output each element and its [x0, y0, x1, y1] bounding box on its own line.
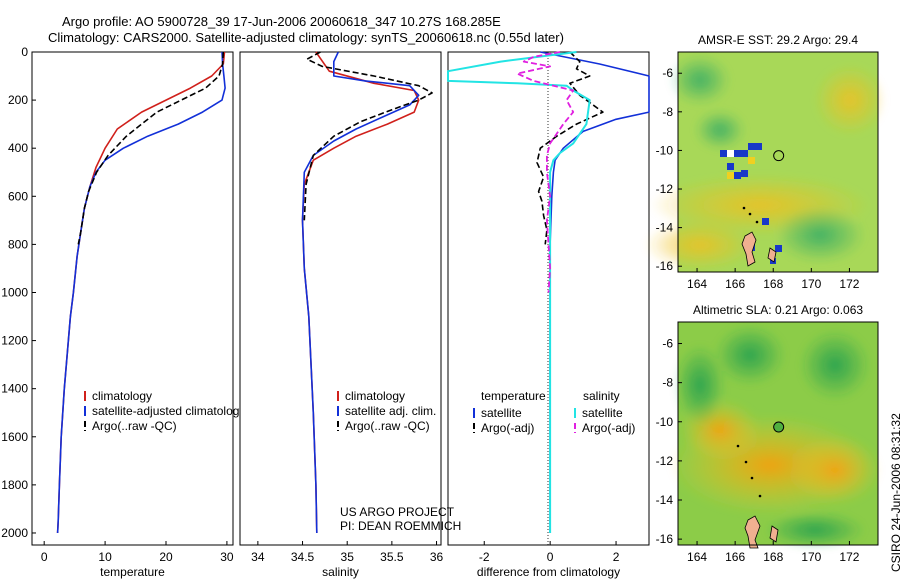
sla_map-xtick-label: 172 — [839, 550, 859, 564]
temperature-xtick-label: 20 — [159, 550, 173, 564]
difference-legend-item: satellite — [481, 406, 522, 420]
header-line2: Climatology: CARS2000. Satellite-adjuste… — [48, 30, 564, 45]
sst_map-xtick-label: 164 — [687, 277, 707, 291]
temperature-ytick-label: 400 — [8, 141, 28, 155]
temperature-panel: 0 10 20 30 temperature 0 200 400 600 800 1000 1200 1… — [1, 45, 245, 579]
difference-series-sat — [540, 51, 650, 533]
sla-map-frame — [677, 321, 879, 546]
temperature-ytick-label: 0 — [21, 45, 28, 59]
salinity-xtick-label: 36 — [430, 550, 444, 564]
sst-map-frame — [677, 51, 879, 273]
temperature-ytick-label: 1200 — [1, 334, 28, 348]
difference-legend-item: Argo(-adj) — [481, 421, 534, 435]
temperature-ytick-label: 800 — [8, 237, 28, 251]
sst_map-xtick-label: 170 — [801, 277, 821, 291]
temperature-ytick-label: 1400 — [1, 382, 28, 396]
salinity-xtick-label: 34 — [251, 550, 265, 564]
salinity-legend-item: Argo(..raw -QC) — [345, 419, 430, 433]
temperature-series-argo — [77, 51, 225, 245]
salinity-panel: 34 34.5 35 35.5 36 salinity climatologysatelli… — [239, 51, 444, 579]
difference-xtick-label: 2 — [613, 550, 620, 564]
temperature-ytick-label: 200 — [8, 93, 28, 107]
temperature-ytick-label: 600 — [8, 189, 28, 203]
difference-legend-item: Argo(-adj) — [582, 421, 635, 435]
sla_map-ytick-label: -8 — [662, 376, 673, 390]
temperature-ytick-label: 1800 — [1, 478, 28, 492]
project-label: US ARGO PROJECT — [340, 505, 455, 519]
sst_map-ytick-label: -6 — [662, 66, 673, 80]
sst_map-ytick-label: -14 — [656, 221, 674, 235]
header-line1: Argo profile: AO 5900728_39 17-Jun-2006 … — [62, 14, 501, 29]
salinity-legend-item: climatology — [345, 389, 405, 403]
salinity-xtick-label: 35 — [341, 550, 355, 564]
sla_map-ytick-label: -16 — [656, 532, 674, 546]
difference-xlabel: difference from climatology — [477, 565, 620, 579]
sst_map-argo-marker — [773, 150, 785, 162]
temperature-ytick-label: 1600 — [1, 430, 28, 444]
sla-map — [670, 322, 880, 549]
salinity-series-sat — [301, 51, 420, 534]
temperature-ytick-label: 2000 — [1, 526, 28, 540]
sla_map-ytick-label: -10 — [656, 415, 674, 429]
sla_map-ytick-label: -12 — [656, 454, 674, 468]
difference-series-argo — [536, 51, 604, 245]
temperature-legend-item: Argo(..raw -QC) — [92, 419, 177, 433]
pi-label: PI: DEAN ROEMMICH — [340, 519, 461, 533]
salinity-legend-item: satellite adj. clim. — [345, 404, 436, 418]
sla_map-xtick-label: 170 — [801, 550, 821, 564]
salinity-series-argo — [303, 51, 433, 221]
temperature-xtick-label: 0 — [41, 550, 48, 564]
temperature-xtick-label: 30 — [220, 550, 234, 564]
sst-map — [645, 52, 885, 272]
sst_map-ytick-label: -12 — [656, 182, 674, 196]
difference-legend-group-temperature: temperature — [481, 389, 546, 403]
temperature-ytick-label: 1000 — [1, 285, 28, 299]
sst_map-ytick-label: -8 — [662, 105, 673, 119]
sla_map-ytick-label: -14 — [656, 493, 674, 507]
sst_map-xtick-label: 172 — [839, 277, 859, 291]
difference-xtick-label: -2 — [479, 550, 490, 564]
difference-legend-item: satellite — [582, 406, 623, 420]
difference-legend-group-salinity: salinity — [583, 389, 620, 403]
temperature-legend-item: satellite-adjusted climatology — [92, 404, 245, 418]
difference-xtick-label: 0 — [547, 550, 554, 564]
temperature-xtick-label: 10 — [98, 550, 112, 564]
salinity-xtick-label: 34.5 — [291, 550, 315, 564]
sst_map-title: AMSR-E SST: 29.2 Argo: 29.4 — [698, 33, 858, 47]
sla_map-ytick-label: -6 — [662, 337, 673, 351]
temperature-legend-item: climatology — [92, 389, 152, 403]
temperature-xlabel: temperature — [100, 565, 165, 579]
sst_map-xtick-label: 168 — [763, 277, 783, 291]
sla_map-argo-marker — [773, 421, 785, 433]
difference-series-argosal — [516, 51, 575, 293]
sst_map-xtick-label: 166 — [725, 277, 745, 291]
sla_map-title: Altimetric SLA: 0.21 Argo: 0.063 — [693, 303, 863, 317]
sla_map-xtick-label: 166 — [725, 550, 745, 564]
sst_map-ytick-label: -16 — [656, 259, 674, 273]
salinity-xtick-label: 35.5 — [380, 550, 404, 564]
sst_map-ytick-label: -10 — [656, 143, 674, 157]
salinity-xlabel: salinity — [322, 565, 359, 579]
sla_map-xtick-label: 164 — [687, 550, 707, 564]
timestamp-label: CSIRO 24-Jun-2006 08:31:32 — [889, 413, 900, 572]
sla_map-xtick-label: 168 — [763, 550, 783, 564]
